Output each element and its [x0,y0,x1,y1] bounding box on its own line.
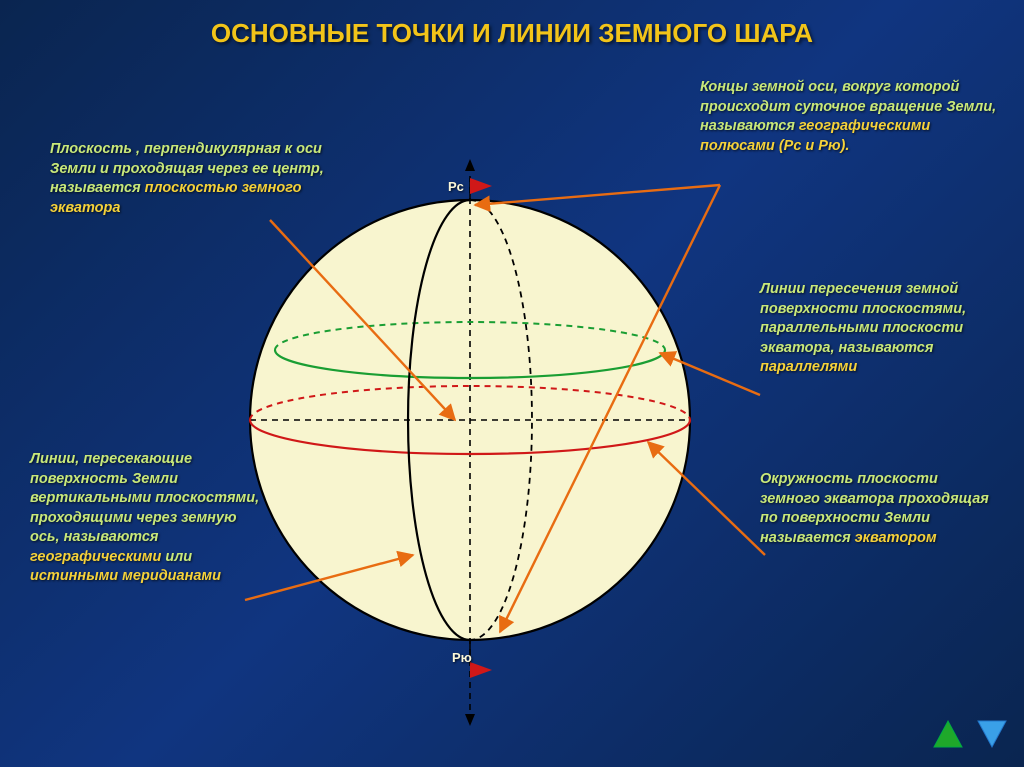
annotation-meridians: Линии, пересекающие поверхность Земли ве… [30,450,265,587]
label-south-pole: Рю [452,650,472,665]
nav-next-button[interactable] [974,717,1010,753]
annotation-equator: Окружность плоскости земного экватора пр… [760,470,990,548]
nav-prev-button[interactable] [930,717,966,753]
annotation-parallels: Линии пересечения земной поверхности пло… [760,280,990,378]
annotation-equator-plane: Плоскость , перпендикулярная к оси Земли… [50,140,330,218]
label-north-pole: Рс [448,179,464,194]
annotation-poles: Концы земной оси, вокруг которой происхо… [700,78,1000,156]
